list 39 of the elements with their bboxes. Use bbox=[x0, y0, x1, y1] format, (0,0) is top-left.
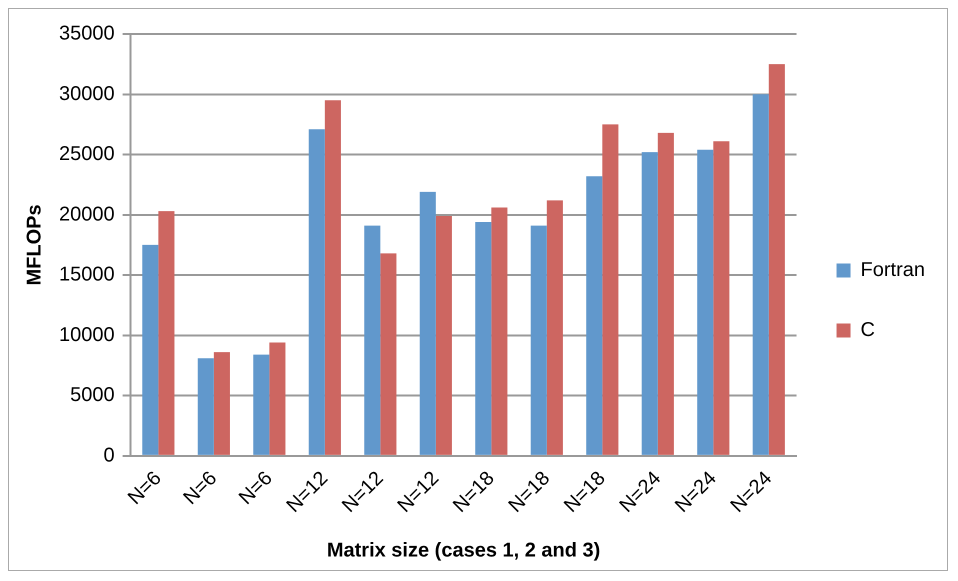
bar bbox=[658, 132, 674, 455]
bar bbox=[491, 208, 508, 455]
x-tick-label: N=6 bbox=[179, 467, 222, 510]
y-tick-label: 35000 bbox=[58, 22, 115, 45]
bar bbox=[364, 226, 380, 455]
bar bbox=[324, 100, 341, 455]
bar bbox=[198, 358, 214, 455]
y-axis-title: MFLOPs bbox=[24, 204, 46, 286]
y-tick-label: 5000 bbox=[70, 384, 115, 406]
bar bbox=[602, 124, 618, 455]
x-tick-label: N=6 bbox=[234, 467, 277, 510]
y-tick-label: 0 bbox=[103, 444, 115, 466]
bar bbox=[768, 64, 785, 455]
x-tick-label: N=6 bbox=[124, 467, 166, 510]
bar bbox=[642, 152, 658, 455]
bar bbox=[142, 244, 158, 455]
bar bbox=[436, 216, 452, 455]
bar bbox=[586, 176, 602, 455]
legend-label: Fortran bbox=[860, 259, 926, 282]
bar bbox=[697, 150, 714, 455]
bar bbox=[214, 352, 230, 455]
bar bbox=[713, 141, 730, 455]
x-axis-title: Matrix size (cases 1, 2 and 3) bbox=[326, 540, 600, 562]
bar bbox=[530, 226, 547, 455]
y-tick-label: 10000 bbox=[58, 324, 115, 346]
y-tick-label: 25000 bbox=[58, 143, 115, 166]
legend-label: C bbox=[860, 319, 875, 342]
bar bbox=[475, 222, 492, 455]
bar bbox=[253, 354, 270, 455]
bar bbox=[752, 94, 769, 455]
y-tick-label: 15000 bbox=[58, 264, 115, 286]
bar bbox=[420, 192, 436, 455]
bar bbox=[269, 342, 286, 455]
y-tick-label: 30000 bbox=[58, 82, 115, 105]
bar bbox=[308, 129, 325, 455]
bar bbox=[380, 253, 396, 455]
bar bbox=[546, 200, 563, 455]
bar bbox=[158, 211, 174, 455]
y-tick-label: 20000 bbox=[58, 203, 115, 226]
